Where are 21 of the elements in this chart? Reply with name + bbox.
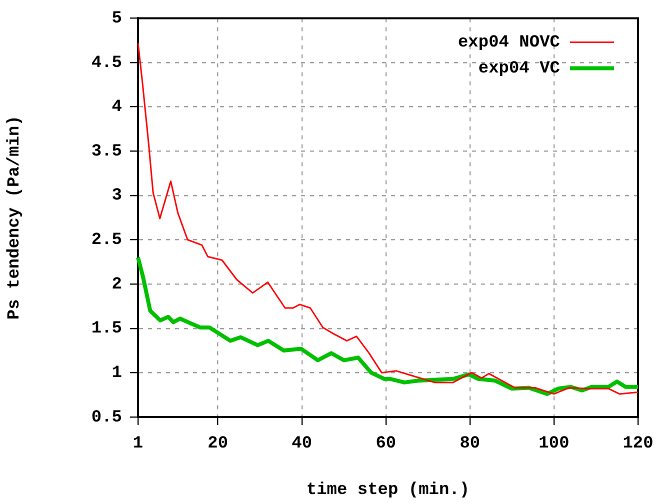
y-tick-label: 5 bbox=[112, 9, 122, 28]
x-tick-label: 100 bbox=[538, 434, 570, 454]
x-axis-title: time step (min.) bbox=[306, 481, 470, 500]
y-tick-label: 0.5 bbox=[91, 408, 122, 428]
legend-label: exp04 VC bbox=[478, 59, 560, 78]
y-tick-label: 3.5 bbox=[91, 142, 122, 162]
y-tick-label: 4 bbox=[112, 98, 122, 118]
x-tick-label: 1 bbox=[132, 434, 144, 454]
x-tick-label: 60 bbox=[376, 434, 396, 454]
y-tick-label: 4.5 bbox=[91, 54, 122, 73]
y-tick-label: 1.5 bbox=[91, 320, 122, 339]
y-axis-title: Ps tendency (Pa/min) bbox=[5, 116, 24, 320]
x-tick-label: 120 bbox=[622, 434, 654, 454]
x-tick-label: 80 bbox=[460, 434, 480, 454]
y-tick-label: 3 bbox=[112, 186, 122, 206]
legend-label: exp04 NOVC bbox=[458, 33, 560, 52]
x-tick-label: 40 bbox=[292, 434, 312, 454]
x-tick-label: 20 bbox=[208, 434, 228, 454]
y-tick-label: 1 bbox=[112, 364, 122, 383]
y-tick-label: 2 bbox=[112, 275, 122, 294]
y-tick-label: 2.5 bbox=[91, 231, 122, 250]
